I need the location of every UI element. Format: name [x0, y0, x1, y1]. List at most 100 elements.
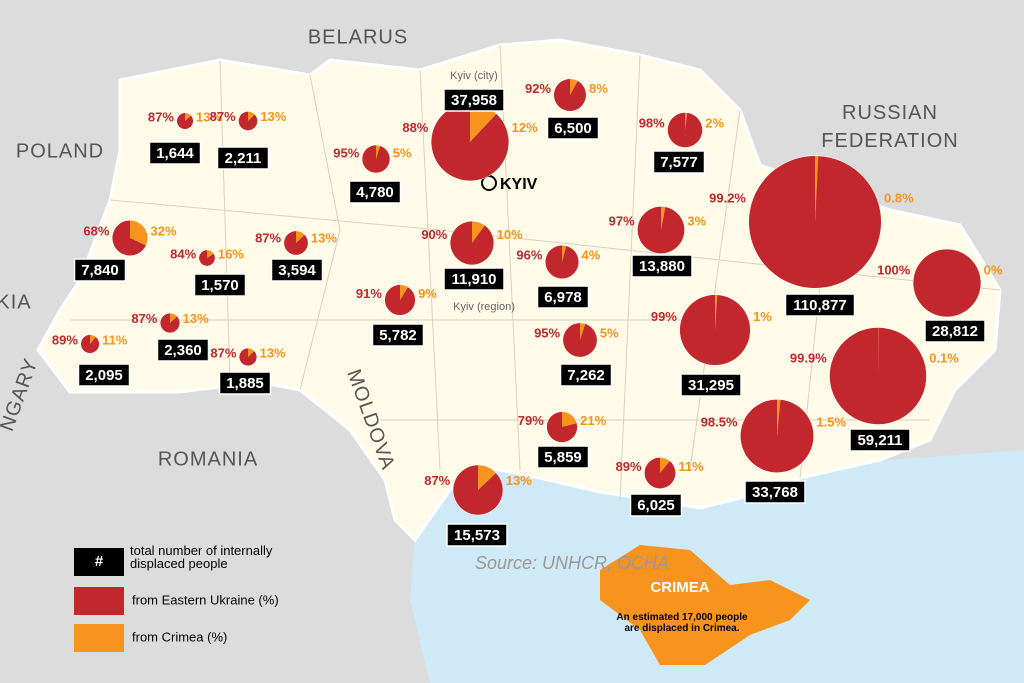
pie-slice-east	[284, 231, 308, 255]
east-pct: 92%	[525, 81, 551, 96]
total-label: 1,885	[226, 375, 264, 392]
pie-slice-east	[239, 348, 257, 366]
crimea-pct: 5%	[600, 326, 619, 341]
region-pie: 92% 8% 6,500	[525, 78, 608, 140]
total-box	[629, 493, 683, 517]
pie-slice-crimea	[185, 112, 191, 121]
total-label: 37,958	[451, 92, 497, 109]
source: Source: UNHCR, OCHA	[475, 553, 669, 573]
pie-slice-east	[199, 250, 215, 266]
pie-slice-east	[160, 313, 180, 333]
east-pct: 96%	[516, 248, 542, 263]
total-label: 59,211	[857, 432, 902, 449]
crimea-pct: 8%	[589, 81, 608, 96]
sea	[410, 450, 1024, 683]
crimea-pct: 11%	[102, 332, 128, 347]
pie-slice-east	[384, 284, 416, 316]
east-pct: 99.2%	[709, 190, 746, 205]
legend-text: total number of internally displaced peo…	[130, 544, 273, 571]
east-pct: 87%	[148, 110, 174, 125]
region-pie: 68% 32% 7,840	[73, 219, 177, 282]
city-label: Kyiv (city)	[450, 70, 498, 82]
east-pct: 99%	[651, 309, 677, 324]
total-box	[536, 285, 590, 309]
region-pie: 98% 2% 7,577	[639, 112, 724, 174]
total-label: 110,877	[793, 297, 846, 314]
pie-slice-crimea	[580, 323, 586, 340]
total-label: 15,573	[454, 527, 500, 544]
crimea-pct: 12%	[512, 120, 538, 135]
total-label: 5,782	[379, 327, 417, 344]
total-label: 13,880	[639, 258, 685, 275]
country-label: ROMANIA	[158, 448, 258, 470]
pie-slice-crimea	[478, 465, 497, 490]
total-label: 31,295	[688, 377, 734, 394]
pie-slice-east	[453, 465, 503, 515]
pie-slice-east	[829, 327, 927, 425]
pie-slice-east	[431, 103, 509, 181]
crimea-pct: 0.8%	[884, 190, 914, 205]
pie-slice-crimea	[248, 111, 255, 121]
total-label: 2,095	[85, 367, 123, 384]
total-box	[216, 146, 270, 170]
pie-slice-crimea	[570, 79, 578, 95]
pie-slice-crimea	[376, 145, 381, 159]
city-label: Kyiv (region)	[453, 301, 515, 313]
total-label: 1,570	[201, 277, 239, 294]
crimea-pct: 13%	[311, 230, 337, 245]
region-pie: 99.9% 0.1% 59,211	[790, 327, 959, 452]
pie-slice-crimea	[130, 220, 148, 246]
legend-text: from Crimea (%)	[132, 629, 227, 644]
crimea-pct: 5%	[393, 146, 412, 161]
east-pct: 89%	[616, 459, 642, 474]
pie-slice-crimea	[470, 103, 497, 142]
east-pct: 87%	[424, 473, 450, 488]
total-box	[156, 338, 210, 362]
pie-slice-east	[238, 111, 258, 131]
region-pie: 99.2% 0.8% 110,877	[709, 155, 914, 317]
total-label: 2,360	[164, 342, 202, 359]
crimea-pct: 21%	[580, 413, 606, 428]
total-box	[680, 373, 742, 397]
total-label: 7,262	[567, 367, 605, 384]
total-label: 33,768	[752, 484, 798, 501]
crimea-pct: 32%	[151, 223, 177, 238]
region-pie: 95% 5% 7,262	[534, 322, 619, 387]
total-box	[631, 254, 693, 278]
pie-slice-crimea	[562, 411, 577, 427]
region-pie: 98.5% 1.5% 33,768	[701, 399, 846, 504]
east-pct: 87%	[255, 230, 281, 245]
total-label: 1,644	[156, 145, 194, 162]
legend-swatch	[74, 587, 124, 615]
pie-slice-east	[679, 294, 751, 366]
total-label: 11,910	[451, 271, 496, 288]
crimea-pct: 16%	[218, 247, 244, 262]
legend-total-box: total number of internally displaced peo…	[130, 544, 273, 571]
country-label: RUSSIAN FEDERATION	[821, 102, 958, 152]
pie-slice-crimea	[715, 294, 718, 330]
east-pct: 90%	[421, 227, 447, 242]
total-box	[443, 267, 505, 291]
east-pct: 84%	[170, 247, 196, 262]
total-box	[744, 480, 806, 504]
east-pct: 99.9%	[790, 351, 827, 366]
crimea-pct: 10%	[497, 227, 523, 242]
region-pie: 87% 13% 2,360	[131, 311, 210, 362]
region-pie: 89% 11% 2,095	[52, 332, 131, 387]
total-label: 7,840	[81, 262, 119, 279]
east-pct: 98.5%	[701, 415, 738, 430]
crimea-pct: 13%	[506, 473, 532, 488]
legend-swatch	[74, 624, 124, 652]
region-pie: 96% 4% 6,978	[516, 244, 601, 309]
country-label: KIA	[0, 291, 32, 313]
crimea-pct: 13%	[196, 110, 222, 125]
crimea-pct: 13%	[260, 345, 286, 360]
total-box	[193, 273, 247, 297]
region-pie: 87% 13% 15,573	[424, 464, 532, 547]
east-pct: 88%	[402, 120, 428, 135]
east-pct: 79%	[518, 413, 544, 428]
pie-slice-crimea	[660, 457, 670, 473]
total-box	[784, 293, 856, 317]
total-label: 2,211	[225, 150, 262, 167]
region-pie: 100% 0% 28,812	[877, 248, 1003, 343]
